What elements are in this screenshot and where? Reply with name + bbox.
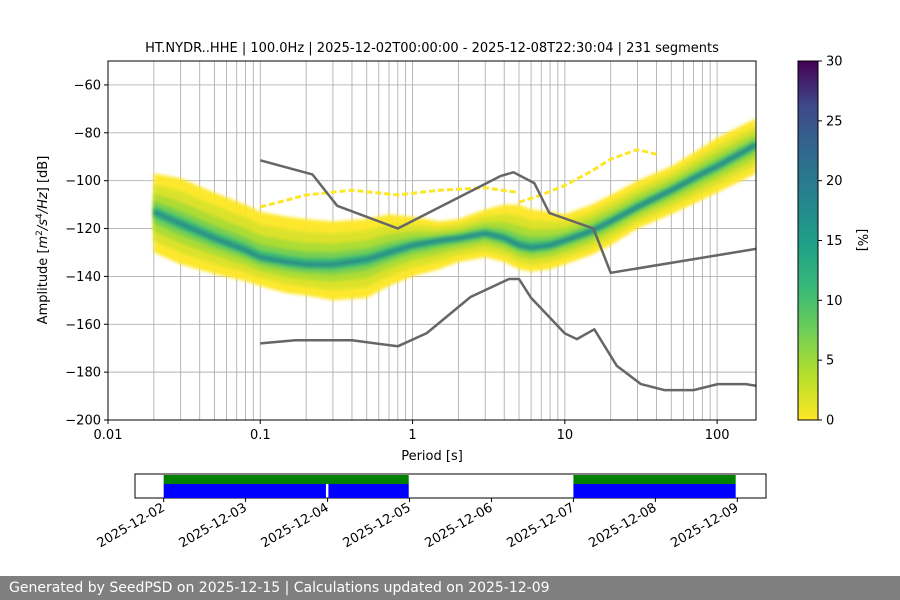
colorbar-tick-label: 30 bbox=[826, 55, 843, 70]
availability-segment-top bbox=[163, 475, 409, 484]
x-tick-label: 100 bbox=[705, 428, 730, 443]
availability-segment-top bbox=[573, 475, 736, 484]
timeline-date-label: 2025-12-07 bbox=[504, 500, 577, 551]
colorbar-tick-label: 10 bbox=[826, 294, 843, 309]
timeline-date-label: 2025-12-08 bbox=[586, 500, 659, 551]
timeline-date-label: 2025-12-04 bbox=[259, 500, 332, 551]
y-tick-label: −60 bbox=[74, 78, 101, 93]
x-axis: 0.01 0.1 1 10 100 bbox=[94, 420, 730, 443]
timeline-date-axis: 2025-12-02 2025-12-03 2025-12-04 2025-12-05… bbox=[95, 498, 741, 551]
y-tick-label: −200 bbox=[65, 414, 101, 429]
psd-density-band bbox=[152, 118, 756, 301]
y-tick-label: −180 bbox=[65, 366, 101, 381]
timeline-date-label: 2025-12-02 bbox=[95, 500, 168, 551]
psd-mode-ridge bbox=[152, 143, 756, 267]
timeline-date-label: 2025-12-06 bbox=[423, 500, 496, 551]
colorbar-tick-label: 15 bbox=[826, 234, 843, 249]
psd-layer-high bbox=[153, 141, 756, 270]
noise-models bbox=[259, 159, 756, 392]
y-axis-label: Amplitude [m2/s4/Hz] [dB] bbox=[35, 156, 51, 325]
x-tick-label: 0.01 bbox=[94, 428, 123, 443]
y-tick-label: −160 bbox=[65, 318, 101, 333]
timeline-date-label: 2025-12-05 bbox=[341, 500, 414, 551]
x-tick-label: 1 bbox=[408, 428, 416, 443]
availability-segment-bottom bbox=[163, 484, 326, 498]
x-axis-label: Period [s] bbox=[401, 449, 463, 464]
y-tick-label: −140 bbox=[65, 270, 101, 285]
y-tick-label: −120 bbox=[65, 222, 101, 237]
colorbar bbox=[797, 60, 819, 421]
psd-outlier-trace bbox=[259, 186, 520, 209]
y-tick-label: −80 bbox=[74, 126, 101, 141]
timeline-date-label: 2025-12-09 bbox=[668, 500, 741, 551]
colorbar-label: [%] bbox=[854, 229, 869, 252]
timeline-date-label: 2025-12-03 bbox=[177, 500, 250, 551]
colorbar-tick-label: 5 bbox=[826, 354, 834, 369]
plot-frame bbox=[107, 60, 757, 421]
colorbar-tick-label: 0 bbox=[826, 414, 834, 429]
availability-segment-bottom bbox=[573, 484, 736, 498]
colorbar-ticks: 0 5 10 15 20 25 30 bbox=[818, 55, 843, 429]
noise-model-low bbox=[260, 277, 756, 392]
availability-segment-bottom bbox=[328, 484, 409, 498]
noise-model-high bbox=[259, 159, 756, 275]
y-tick-label: −100 bbox=[65, 174, 101, 189]
x-tick-label: 0.1 bbox=[250, 428, 271, 443]
colorbar-tick-label: 25 bbox=[826, 114, 843, 129]
y-axis: −60 −80 −100 −120 −140 −160 −180 −200 bbox=[65, 78, 108, 429]
chart-title: HT.NYDR..HHE | 100.0Hz | 2025-12-02T00:0… bbox=[145, 41, 719, 56]
footer: Generated by SeedPSD on 2025-12-15 | Cal… bbox=[0, 576, 900, 600]
psd-layer-mid bbox=[153, 132, 756, 282]
x-tick-label: 10 bbox=[557, 428, 574, 443]
colorbar-tick-label: 20 bbox=[826, 174, 843, 189]
timeline-bars bbox=[163, 475, 736, 498]
